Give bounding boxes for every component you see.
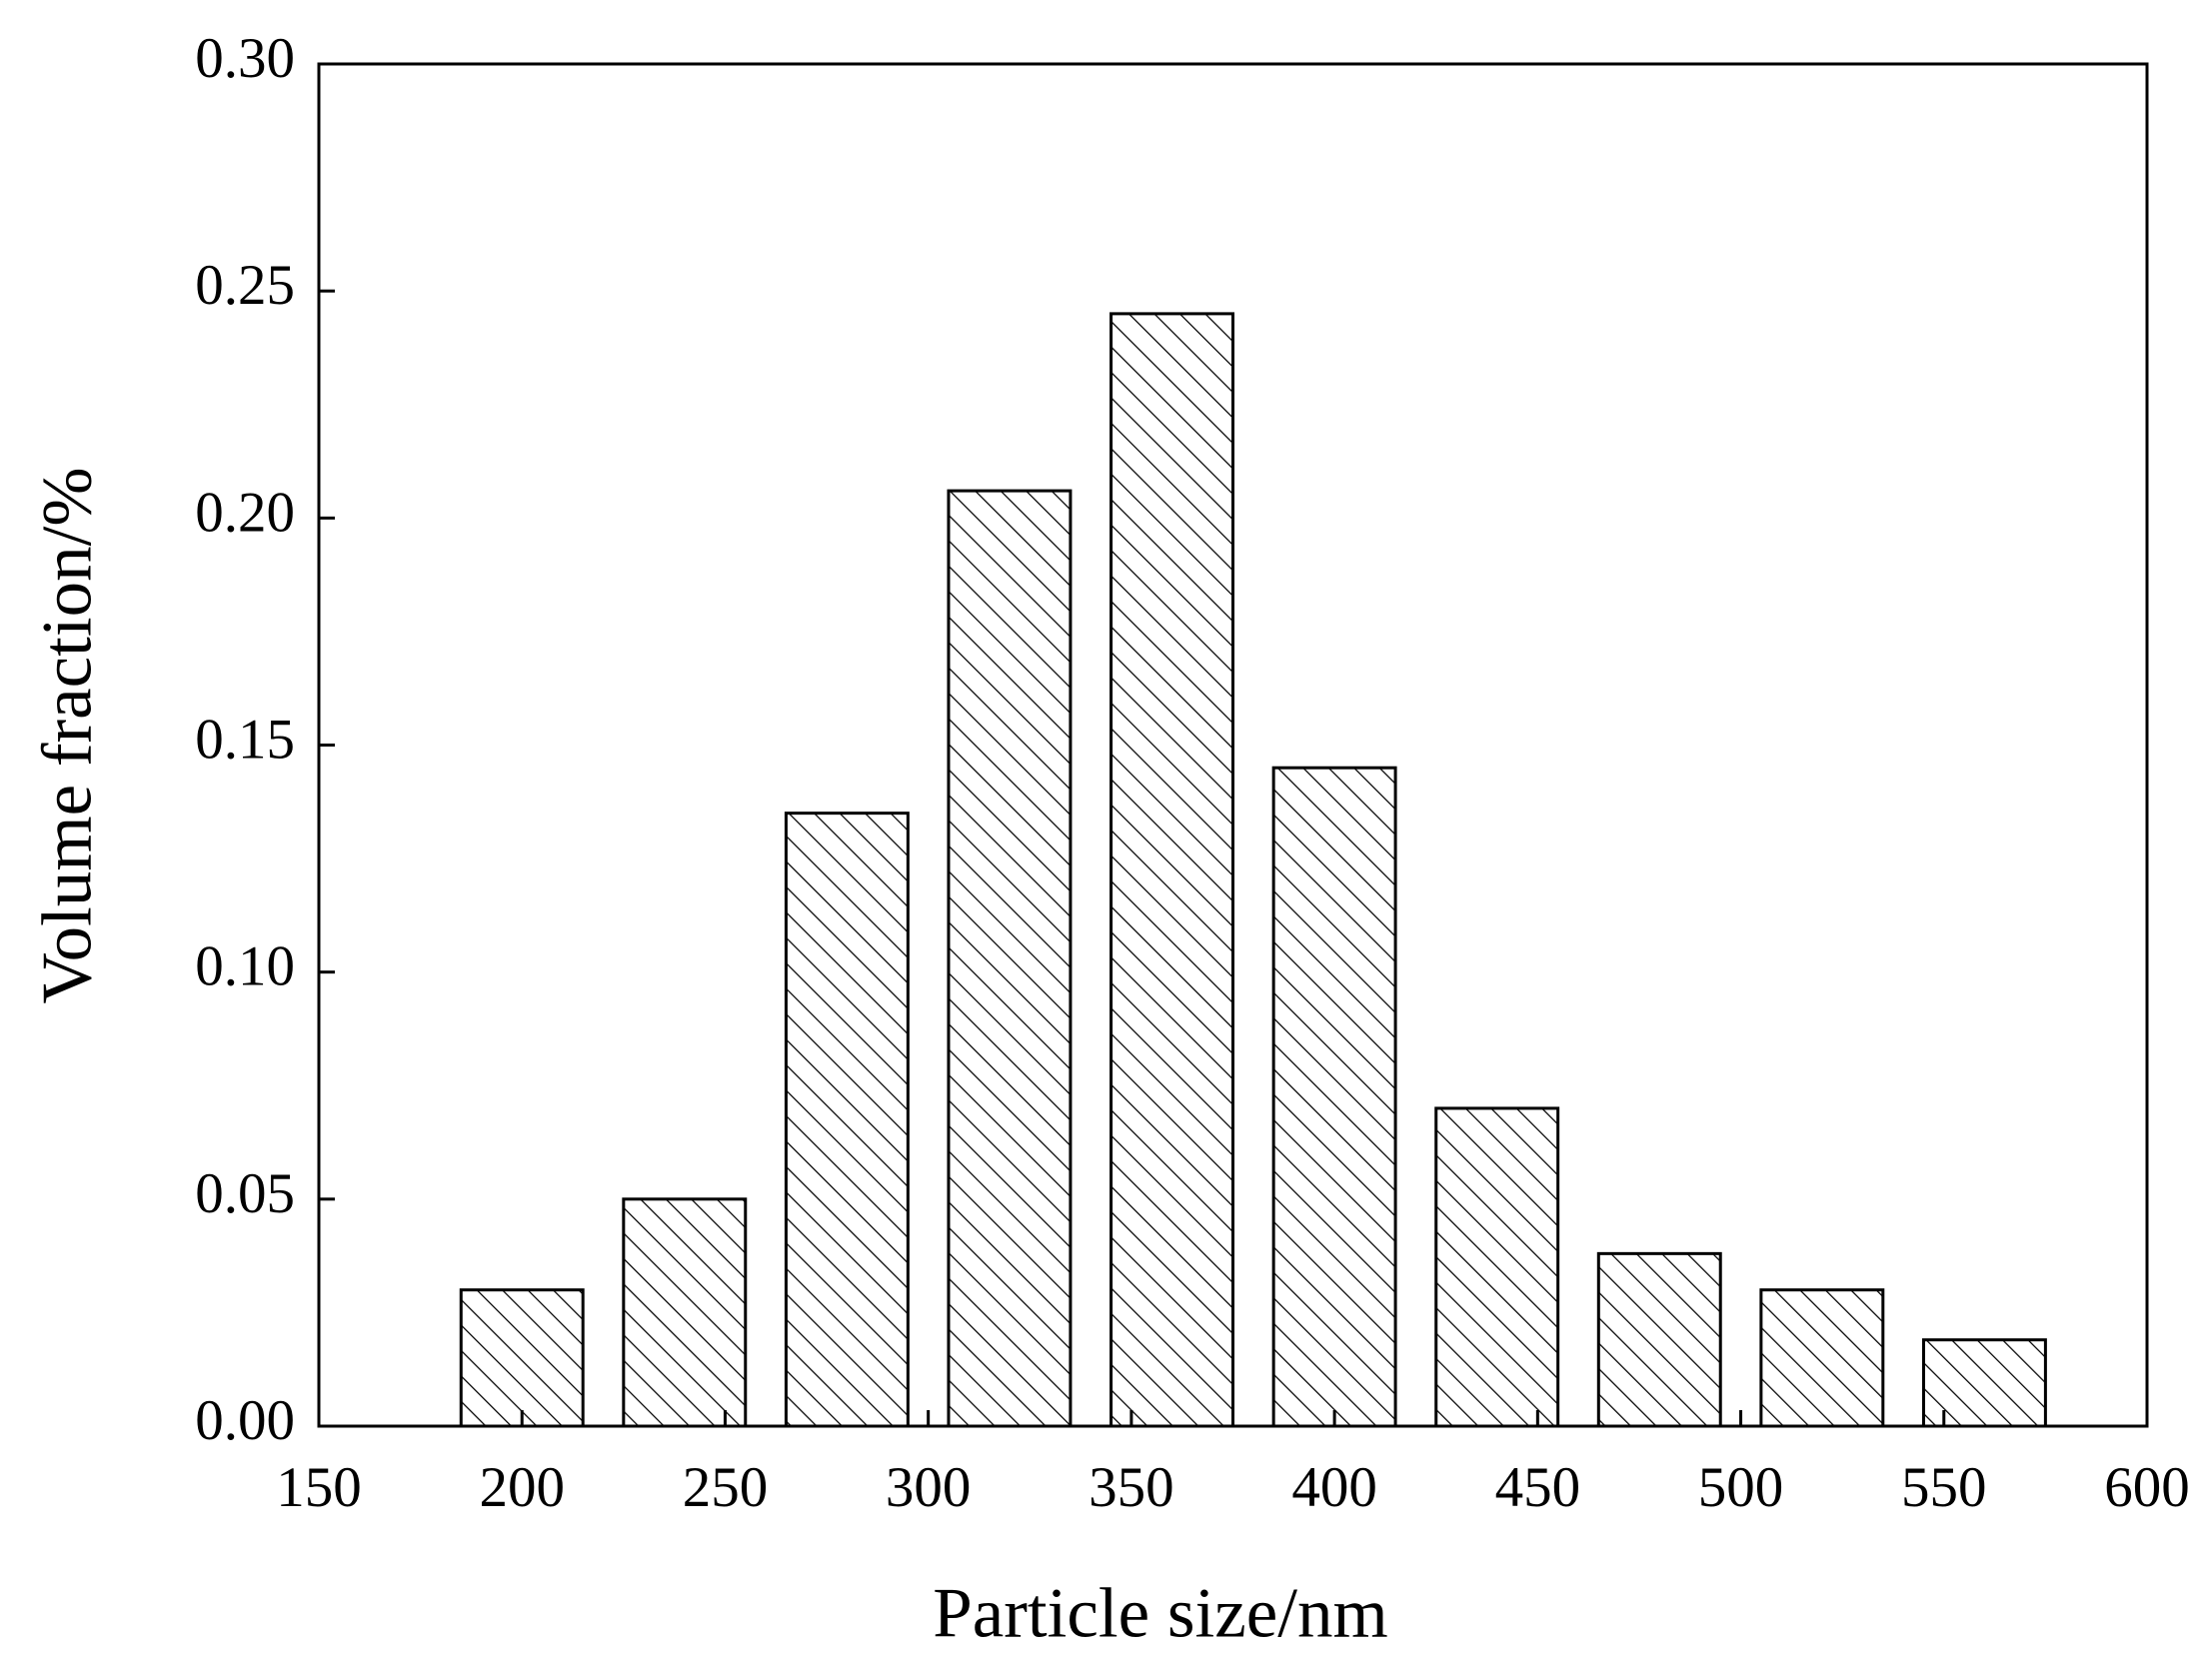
y-tick-label: 0.30 [195,27,295,90]
y-tick-label: 0.20 [195,481,295,544]
y-tick-label: 0.00 [195,1389,295,1452]
x-tick-label: 450 [1495,1456,1581,1519]
y-tick-label: 0.05 [195,1162,295,1225]
x-tick-label: 350 [1089,1456,1174,1519]
x-tick-label: 300 [886,1456,972,1519]
x-axis-title: Particle size/nm [933,1574,1387,1652]
bar [459,1288,585,1428]
bar [1109,312,1234,1428]
x-tick-label: 250 [683,1456,769,1519]
x-tick-label: 550 [1901,1456,1987,1519]
bar [1759,1288,1885,1428]
bar [1434,1106,1560,1428]
y-tick-label: 0.10 [195,935,295,998]
bar [784,812,910,1428]
y-tick-label: 0.25 [195,254,295,317]
x-tick-label: 200 [479,1456,565,1519]
x-tick-label: 400 [1291,1456,1377,1519]
bar [947,489,1073,1428]
y-tick-label: 0.15 [195,709,295,772]
x-tick-label: 600 [2104,1456,2190,1519]
bar [1596,1251,1722,1428]
plot-frame [317,62,2149,1428]
bar [1271,766,1397,1428]
y-axis-title: Volume fraction/% [28,468,106,1004]
bar [622,1197,748,1428]
bar [1921,1338,2047,1428]
x-tick-label: 500 [1698,1456,1784,1519]
x-tick-label: 150 [276,1456,362,1519]
